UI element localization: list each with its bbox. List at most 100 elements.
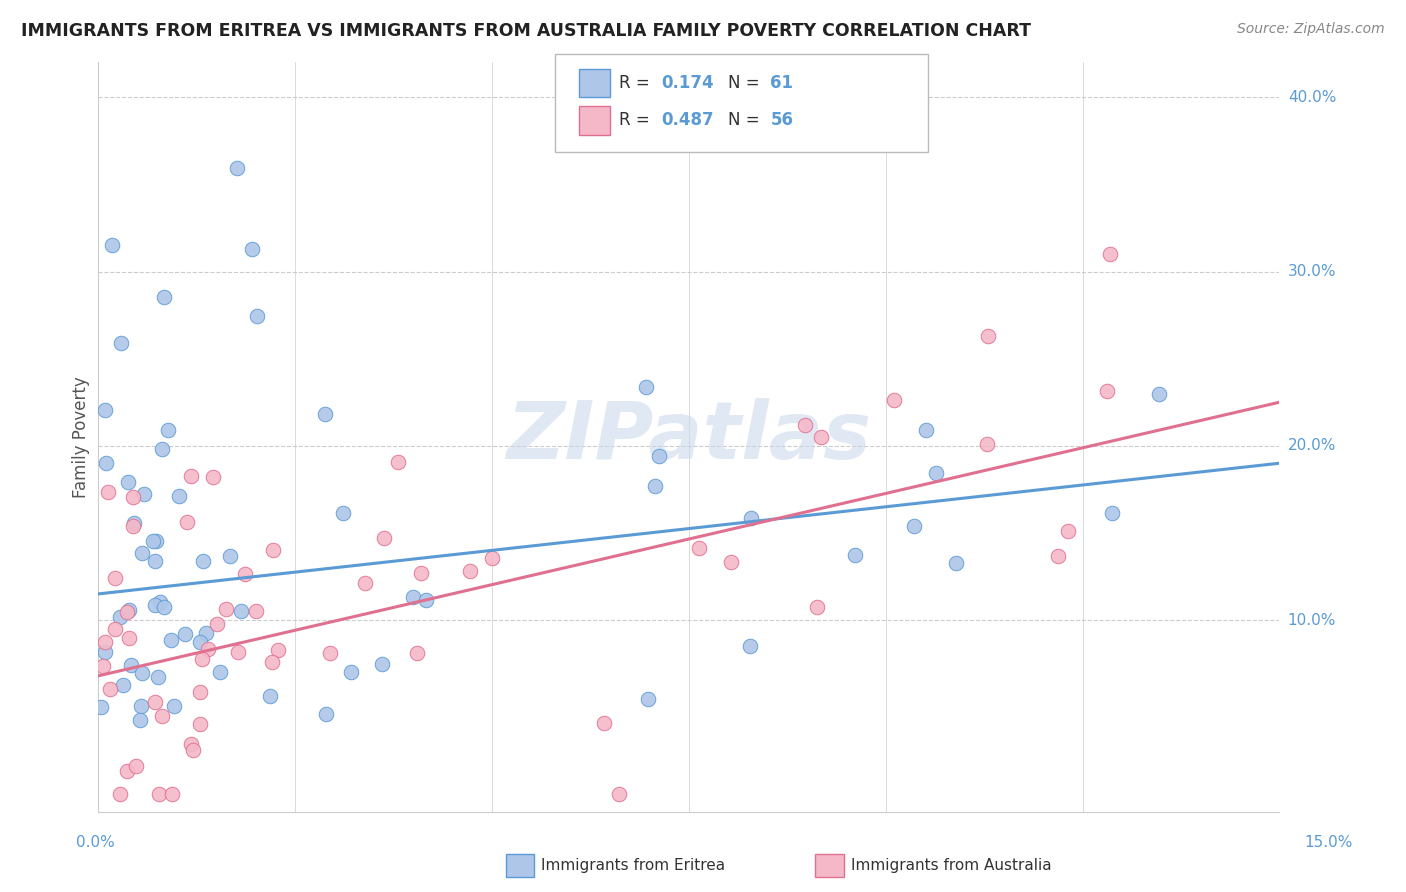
Point	[153, 291, 176, 305]
Point	[122, 516, 145, 531]
Point	[115, 764, 138, 778]
Point	[806, 599, 828, 614]
Point	[340, 665, 363, 679]
Point	[153, 599, 176, 614]
Point	[915, 423, 938, 437]
Point	[208, 665, 231, 680]
Y-axis label: Family Poverty: Family Poverty	[72, 376, 90, 498]
Point	[194, 626, 217, 640]
Point	[903, 519, 925, 533]
Point	[197, 642, 219, 657]
Text: IMMIGRANTS FROM ERITREA VS IMMIGRANTS FROM AUSTRALIA FAMILY POVERTY CORRELATION : IMMIGRANTS FROM ERITREA VS IMMIGRANTS FR…	[21, 22, 1031, 40]
Point	[98, 681, 121, 696]
Point	[118, 602, 141, 616]
Point	[415, 592, 437, 607]
Point	[143, 598, 166, 612]
Text: 20.0%: 20.0%	[1288, 438, 1336, 453]
Point	[883, 392, 905, 407]
Point	[240, 242, 263, 256]
Point	[122, 490, 145, 504]
Point	[150, 709, 173, 723]
Point	[191, 554, 214, 568]
Text: N =: N =	[728, 112, 765, 129]
Point	[191, 652, 214, 666]
Point	[90, 699, 112, 714]
Point	[131, 698, 153, 713]
Point	[128, 714, 150, 728]
Point	[132, 487, 155, 501]
Point	[104, 622, 127, 636]
Point	[160, 787, 183, 801]
Point	[644, 479, 666, 493]
Text: 0.0%: 0.0%	[76, 836, 115, 850]
Point	[101, 238, 124, 252]
Point	[110, 336, 132, 351]
Point	[637, 691, 659, 706]
Point	[607, 787, 630, 801]
Point	[118, 632, 141, 646]
Point	[180, 737, 202, 751]
Text: ZIPatlas: ZIPatlas	[506, 398, 872, 476]
Point	[945, 556, 967, 570]
Point	[108, 787, 131, 801]
Text: Immigrants from Eritrea: Immigrants from Eritrea	[541, 858, 725, 872]
Point	[103, 571, 125, 585]
Point	[976, 437, 998, 451]
Point	[162, 698, 184, 713]
Text: 15.0%: 15.0%	[1305, 836, 1353, 850]
Text: 0.174: 0.174	[661, 74, 713, 92]
Point	[844, 548, 866, 562]
Point	[246, 310, 269, 324]
Point	[259, 689, 281, 703]
Point	[262, 655, 284, 669]
Point	[188, 634, 211, 648]
Point	[188, 716, 211, 731]
Point	[180, 469, 202, 483]
Text: 0.487: 0.487	[661, 112, 713, 129]
Point	[481, 550, 503, 565]
Point	[458, 564, 481, 578]
Point	[1101, 506, 1123, 520]
Point	[146, 670, 169, 684]
Point	[148, 787, 170, 801]
Text: N =: N =	[728, 74, 765, 92]
Point	[131, 545, 153, 559]
Point	[267, 643, 290, 657]
Point	[405, 647, 427, 661]
Point	[233, 567, 256, 582]
Point	[225, 161, 247, 176]
Point	[205, 617, 228, 632]
Point	[976, 329, 998, 343]
Point	[387, 455, 409, 469]
Point	[688, 541, 710, 555]
Point	[1147, 386, 1170, 401]
Text: R =: R =	[619, 112, 655, 129]
Point	[315, 706, 337, 721]
Point	[332, 506, 354, 520]
Point	[1099, 247, 1122, 261]
Text: Immigrants from Australia: Immigrants from Australia	[851, 858, 1052, 872]
Point	[150, 442, 173, 457]
Point	[201, 470, 224, 484]
Point	[117, 605, 139, 619]
Point	[176, 515, 198, 529]
Point	[181, 742, 204, 756]
Point	[91, 658, 114, 673]
Point	[94, 645, 117, 659]
Point	[648, 449, 671, 463]
Point	[1057, 524, 1080, 538]
Point	[402, 590, 425, 604]
Point	[94, 456, 117, 470]
Text: 56: 56	[770, 112, 793, 129]
Point	[117, 475, 139, 489]
Point	[215, 602, 238, 616]
Text: Source: ZipAtlas.com: Source: ZipAtlas.com	[1237, 22, 1385, 37]
Point	[373, 531, 395, 545]
Point	[720, 556, 742, 570]
Point	[108, 610, 131, 624]
Point	[262, 542, 284, 557]
Point	[112, 678, 135, 692]
Point	[245, 604, 267, 618]
Point	[1097, 384, 1119, 398]
Point	[122, 518, 145, 533]
